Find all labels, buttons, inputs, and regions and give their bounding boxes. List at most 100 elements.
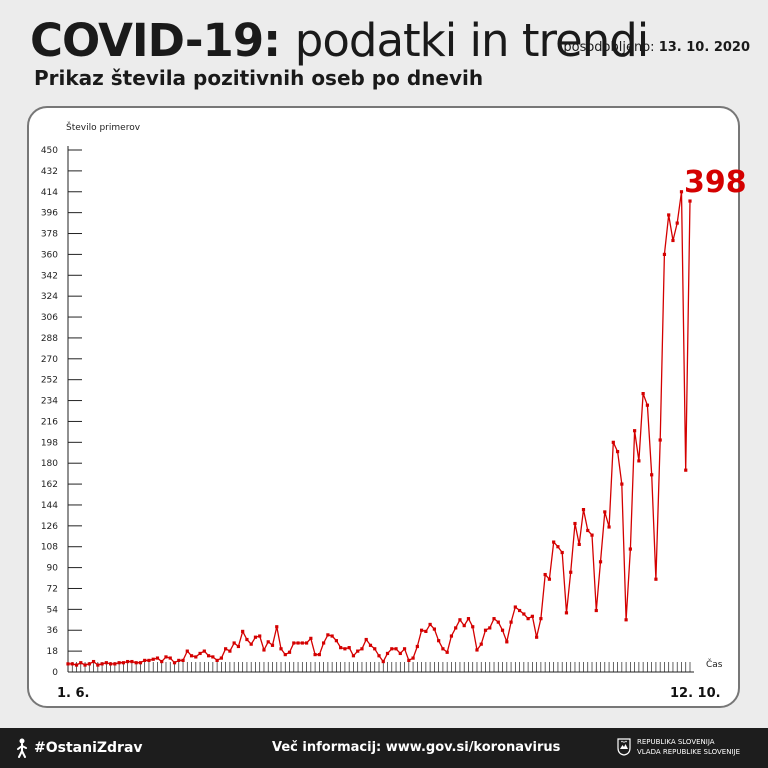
data-point (539, 617, 543, 621)
data-point (83, 663, 87, 667)
data-point (126, 659, 130, 664)
data-point (228, 649, 232, 653)
data-point (215, 658, 219, 662)
data-point (283, 653, 287, 657)
footer-government: REPUBLIKA SLOVENIJA VLADA REPUBLIKE SLOV… (617, 737, 740, 757)
data-point (113, 662, 117, 666)
data-point (407, 658, 411, 662)
data-point (155, 656, 160, 660)
data-point (441, 647, 445, 651)
data-point (138, 661, 143, 665)
data-point (160, 659, 164, 664)
data-point (394, 647, 398, 651)
data-point (339, 646, 343, 650)
data-point (445, 650, 449, 654)
data-point (522, 612, 526, 616)
data-point (679, 190, 684, 194)
data-point (462, 624, 466, 628)
data-point (377, 654, 381, 658)
data-point (232, 641, 236, 645)
data-point (194, 655, 198, 659)
y-tick-label: 252 (41, 376, 58, 386)
data-point (513, 605, 517, 609)
data-point (658, 438, 662, 442)
data-point (219, 656, 223, 660)
y-tick-label: 450 (41, 146, 58, 156)
data-point (577, 542, 581, 546)
footer-hashtag[interactable]: #OstaniZdrav (16, 738, 143, 758)
data-point (70, 662, 74, 666)
data-point (530, 614, 534, 618)
data-point (96, 663, 100, 667)
data-point (667, 213, 671, 217)
data-point (398, 651, 402, 656)
y-tick-label: 0 (52, 668, 58, 678)
data-point (560, 550, 564, 555)
y-tick-label: 216 (41, 417, 58, 427)
y-tick-label: 144 (41, 501, 58, 511)
data-point (654, 577, 658, 581)
data-point (688, 199, 692, 203)
data-point (347, 646, 351, 650)
data-point (543, 572, 547, 577)
data-point (168, 656, 172, 660)
y-tick-label: 108 (41, 543, 58, 553)
data-point (104, 661, 108, 665)
data-point (198, 651, 202, 656)
data-point (373, 647, 377, 651)
data-point (411, 656, 415, 660)
data-point (364, 637, 368, 642)
data-point (650, 473, 654, 477)
data-point (109, 662, 113, 666)
data-point (164, 655, 168, 659)
data-point (424, 629, 428, 633)
data-point (151, 657, 155, 661)
data-point (79, 661, 83, 665)
highlight-value-label: 398 (684, 165, 747, 200)
chart-card (27, 106, 740, 708)
y-axis-label: Število primerov (66, 121, 141, 133)
data-point (505, 640, 509, 644)
data-point (368, 643, 373, 647)
data-point (356, 649, 360, 653)
data-point (185, 649, 189, 653)
data-point (496, 620, 500, 624)
data-point (492, 617, 496, 621)
data-point (573, 521, 577, 526)
data-point (202, 649, 206, 653)
data-point (66, 662, 70, 666)
data-point (351, 654, 356, 658)
gov-line-2: VLADA REPUBLIKE SLOVENIJE (636, 748, 740, 756)
data-point (100, 662, 104, 666)
data-point (177, 658, 181, 662)
data-point (134, 661, 138, 665)
data-point (684, 468, 688, 472)
y-tick-label: 18 (47, 647, 59, 657)
data-point (517, 608, 522, 613)
data-point (91, 659, 96, 664)
y-tick-label: 396 (41, 209, 58, 219)
y-tick-label: 288 (41, 334, 58, 344)
data-point (300, 641, 304, 645)
data-point (437, 639, 441, 643)
data-point (172, 661, 177, 665)
data-point (326, 633, 330, 637)
data-point (598, 560, 603, 564)
data-point (117, 661, 121, 665)
title-light: podatki in trendi (294, 14, 650, 67)
header: COVID-19: podatki in trendi posodobljeno… (30, 14, 750, 74)
data-point (475, 648, 479, 652)
data-point (181, 658, 185, 662)
footer-info-link[interactable]: Več informacij: www.gov.si/koronavirus (272, 740, 561, 755)
y-tick-label: 90 (47, 564, 59, 574)
gov-line-1: REPUBLIKA SLOVENIJA (636, 738, 715, 746)
data-point (245, 637, 249, 642)
data-point (500, 628, 505, 632)
data-point (249, 642, 253, 646)
data-point (262, 648, 266, 652)
footer: #OstaniZdrav Več informacij: www.gov.si/… (0, 728, 768, 768)
data-point (266, 640, 270, 644)
data-point (594, 608, 598, 613)
data-point (130, 659, 134, 664)
hashtag-text: #OstaniZdrav (34, 740, 143, 756)
